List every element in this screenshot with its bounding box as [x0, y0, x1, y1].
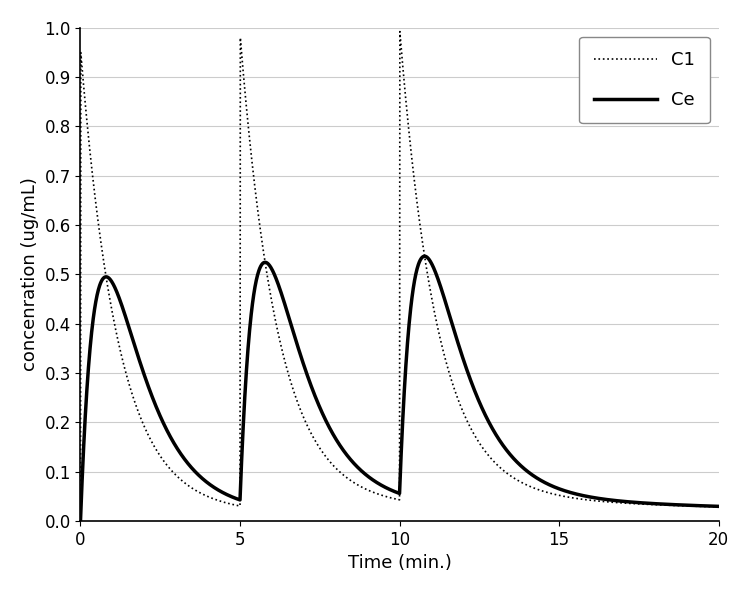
C1: [602, 498, 610, 505]
Line: C1: C1: [80, 31, 718, 521]
C1: [133, 406, 142, 413]
Ce: [76, 517, 85, 524]
Line: Ce: Ce: [80, 256, 718, 521]
Ce: [460, 359, 469, 366]
C1: [76, 517, 85, 524]
C1: [90, 192, 99, 199]
Ce: [714, 503, 723, 510]
Ce: [420, 253, 429, 260]
C1: [460, 412, 469, 419]
Ce: [313, 398, 322, 406]
C1: [313, 441, 322, 448]
X-axis label: Time (min.): Time (min.): [347, 554, 452, 572]
C1: [714, 503, 723, 511]
Legend: C1, Ce: C1, Ce: [579, 37, 710, 123]
Ce: [602, 496, 610, 503]
C1: [395, 28, 404, 35]
Ce: [90, 304, 99, 311]
Ce: [110, 284, 119, 291]
Y-axis label: concenration (ug/mL): concenration (ug/mL): [21, 177, 39, 371]
Ce: [133, 350, 142, 358]
C1: [110, 323, 119, 330]
